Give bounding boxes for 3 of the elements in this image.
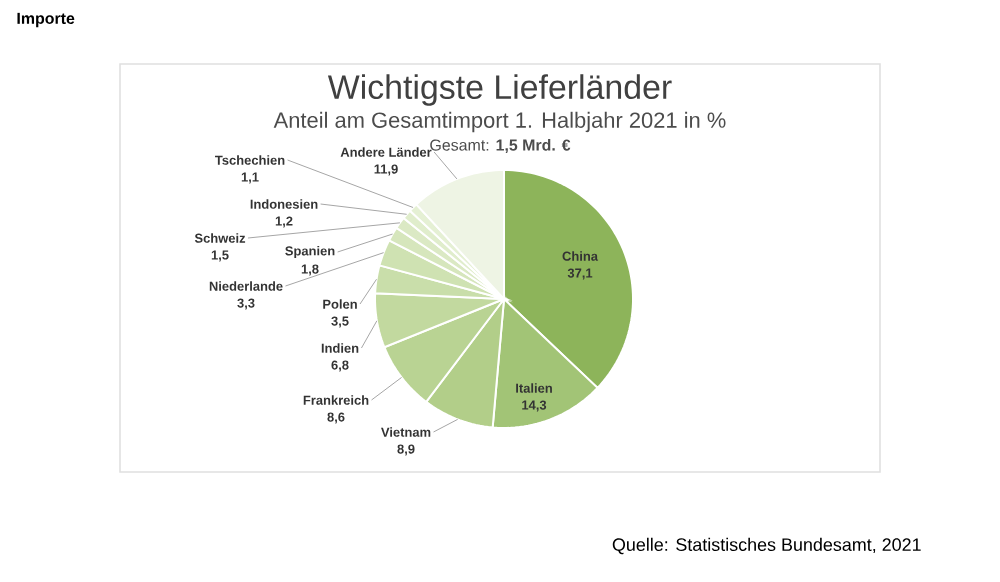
source-note: Quelle: Statistisches Bundesamt, 2021 (612, 537, 921, 555)
chart-title: Wichtigste Lieferländer (327, 74, 672, 106)
chart-subtitle: Anteil am Gesamtimport 1. Halbjahr 2021 in % (273, 111, 726, 133)
